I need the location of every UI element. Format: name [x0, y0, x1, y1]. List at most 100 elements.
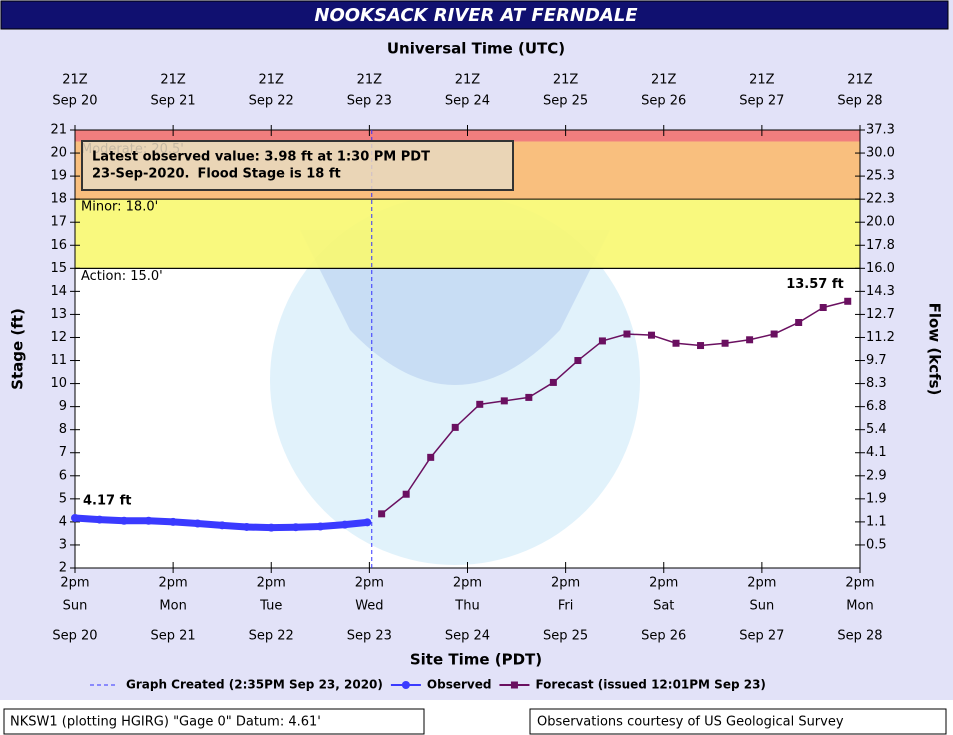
- top-x-tick-label: Sep 20: [52, 94, 97, 109]
- y2-tick-label: 4.1: [866, 445, 887, 460]
- flood-label: Action: 15.0': [81, 269, 163, 284]
- y2-tick-label: 5.4: [866, 422, 887, 437]
- x-tick-label: Sep 28: [837, 629, 882, 644]
- y2-tick-label: 0.5: [866, 537, 887, 552]
- x-tick-label: 2pm: [551, 576, 580, 591]
- point: [95, 515, 104, 524]
- point: [647, 331, 655, 339]
- callout-line: 23-Sep-2020.: [92, 167, 190, 182]
- x-tick-label: 2pm: [649, 576, 678, 591]
- top-x-tick-label: 21Z: [455, 73, 481, 88]
- value-label: 13.57 ft: [786, 277, 844, 292]
- chart-title: NOOKSACK RIVER AT FERNDALE: [314, 5, 638, 26]
- point: [340, 520, 349, 529]
- x-tick-label: Sep 25: [543, 629, 588, 644]
- x-tick-label: 2pm: [257, 576, 286, 591]
- point: [795, 318, 803, 326]
- x-tick-label: Tue: [259, 599, 282, 614]
- point: [819, 304, 827, 312]
- series-line: [381, 300, 848, 515]
- point: [402, 490, 410, 498]
- title-bar: [0, 0, 949, 30]
- x-tick-label: 2pm: [60, 576, 89, 591]
- x-tick-label: Sep 23: [347, 629, 392, 644]
- y-tick-label: 13: [50, 307, 67, 322]
- x-tick-label: 2pm: [845, 576, 874, 591]
- point: [316, 522, 325, 531]
- flood-band: [75, 199, 860, 269]
- point: [291, 523, 300, 532]
- footer-box: [3, 708, 425, 735]
- y-tick-label: 3: [59, 537, 67, 552]
- x-tick-label: Wed: [355, 599, 383, 614]
- footer-right: Observations courtesy of US Geological S…: [537, 715, 844, 730]
- y2-tick-label: 22.3: [866, 192, 895, 207]
- top-x-tick-label: 21Z: [259, 73, 285, 88]
- y2-tick-label: 14.3: [866, 284, 895, 299]
- point: [844, 297, 852, 305]
- callout-box: [81, 140, 514, 191]
- y-tick-label: 18: [50, 192, 67, 207]
- point: [721, 339, 729, 347]
- x-tick-label: Fri: [558, 599, 574, 614]
- top-x-tick-label: 21Z: [357, 73, 383, 88]
- top-x-tick-label: 21Z: [651, 73, 677, 88]
- point: [549, 378, 557, 386]
- y2-tick-label: 16.0: [866, 261, 895, 276]
- y-tick-label: 5: [59, 491, 67, 506]
- point: [451, 423, 459, 431]
- y-tick-label: 9: [59, 399, 67, 414]
- flood-label: Minor: 18.0': [81, 200, 158, 215]
- y2-tick-label: 37.3: [866, 123, 895, 138]
- x-tick-label: 2pm: [159, 576, 188, 591]
- legend-label: Observed: [427, 678, 492, 692]
- x-tick-label: Sep 24: [445, 629, 490, 644]
- y2-tick-label: 17.8: [866, 238, 895, 253]
- top-x-tick-label: Sep 25: [543, 94, 588, 109]
- y2-tick-label: 6.8: [866, 399, 887, 414]
- x-axis-label: Site Time (PDT): [410, 651, 542, 669]
- point: [623, 330, 631, 338]
- top-x-tick-label: 21Z: [553, 73, 579, 88]
- top-x-tick-label: Sep 28: [837, 94, 882, 109]
- legend-label: Graph Created (2:35PM Sep 23, 2020): [126, 678, 383, 692]
- point: [169, 517, 178, 526]
- value-label: 4.17 ft: [83, 493, 131, 508]
- y-tick-label: 4: [59, 514, 67, 529]
- y-tick-label: 6: [59, 468, 67, 483]
- y-tick-label: 15: [50, 261, 67, 276]
- x-tick-label: 2pm: [453, 576, 482, 591]
- y-tick-label: 21: [50, 123, 67, 138]
- y2-tick-label: 11.2: [866, 330, 895, 345]
- point: [500, 397, 508, 405]
- y-tick-label: 8: [59, 422, 67, 437]
- legend-label: Forecast (issued 12:01PM Sep 23): [535, 678, 765, 692]
- y2-axis-label: Flow (kcfs): [926, 303, 944, 396]
- x-tick-label: Sun: [750, 599, 775, 614]
- point: [218, 521, 227, 530]
- watermark: [270, 195, 640, 565]
- point: [672, 339, 680, 347]
- y-tick-label: 12: [50, 330, 67, 345]
- y-tick-label: 11: [50, 353, 67, 368]
- y2-tick-label: 1.1: [866, 514, 887, 529]
- y2-tick-label: 12.7: [866, 307, 895, 322]
- top-axis-label: Universal Time (UTC): [387, 40, 565, 58]
- footer-box: [529, 708, 947, 735]
- x-tick-label: Sep 20: [52, 629, 97, 644]
- point: [193, 519, 202, 528]
- y-tick-label: 7: [59, 445, 67, 460]
- y2-tick-label: 2.9: [866, 468, 887, 483]
- point: [746, 336, 754, 344]
- point: [242, 522, 251, 531]
- y-tick-label: 16: [50, 238, 67, 253]
- y-axis-label: Stage (ft): [9, 308, 27, 390]
- point: [267, 523, 276, 532]
- y2-tick-label: 8.3: [866, 376, 887, 391]
- x-tick-label: Thu: [454, 599, 479, 614]
- point: [476, 400, 484, 408]
- point: [525, 393, 533, 401]
- top-x-tick-label: 21Z: [160, 73, 186, 88]
- legend-swatch: [510, 681, 518, 689]
